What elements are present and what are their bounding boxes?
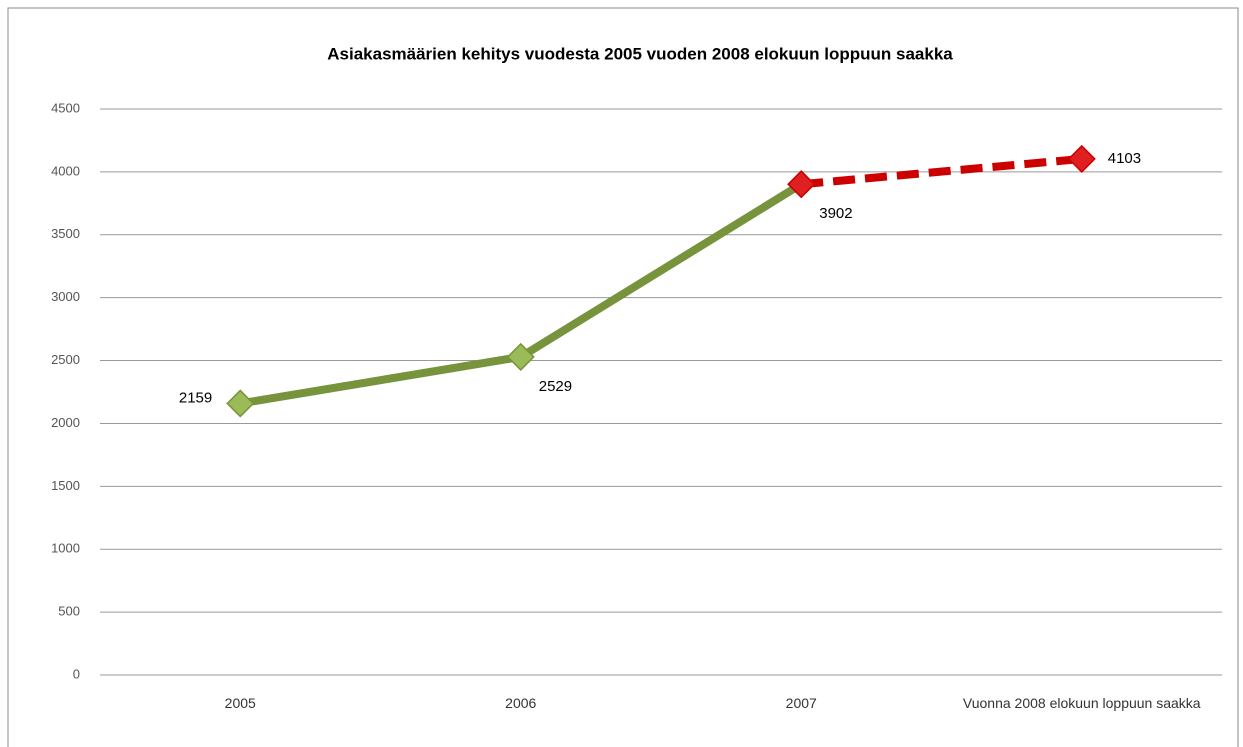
y-tick-label: 500 — [58, 604, 80, 619]
y-tick-label: 3000 — [51, 289, 80, 304]
marker — [226, 389, 255, 418]
y-tick-label: 4000 — [51, 163, 80, 178]
marker — [506, 342, 535, 371]
marker — [1067, 144, 1096, 173]
series-line — [800, 154, 1083, 189]
chart-title: Asiakasmäärien kehitys vuodesta 2005 vuo… — [327, 44, 953, 63]
x-tick-label: 2007 — [785, 695, 817, 711]
data-label: 4103 — [1108, 150, 1141, 167]
x-tick-label: Vuonna 2008 elokuun loppuun saakka — [962, 695, 1201, 711]
y-tick-label: 1000 — [51, 541, 80, 556]
y-tick-label: 0 — [73, 666, 80, 681]
data-label: 3902 — [819, 205, 852, 222]
chart-border — [7, 7, 1239, 747]
marker — [787, 170, 816, 199]
y-tick-label: 2000 — [51, 415, 80, 430]
y-tick-label: 2500 — [51, 352, 80, 367]
y-tick-label: 1500 — [51, 478, 80, 493]
x-tick-label: 2006 — [505, 695, 537, 711]
y-tick-label: 4500 — [51, 100, 80, 115]
x-tick-label: 2005 — [224, 695, 256, 711]
data-label: 2529 — [539, 378, 572, 395]
y-tick-label: 3500 — [51, 226, 80, 241]
data-label: 2159 — [179, 389, 212, 406]
